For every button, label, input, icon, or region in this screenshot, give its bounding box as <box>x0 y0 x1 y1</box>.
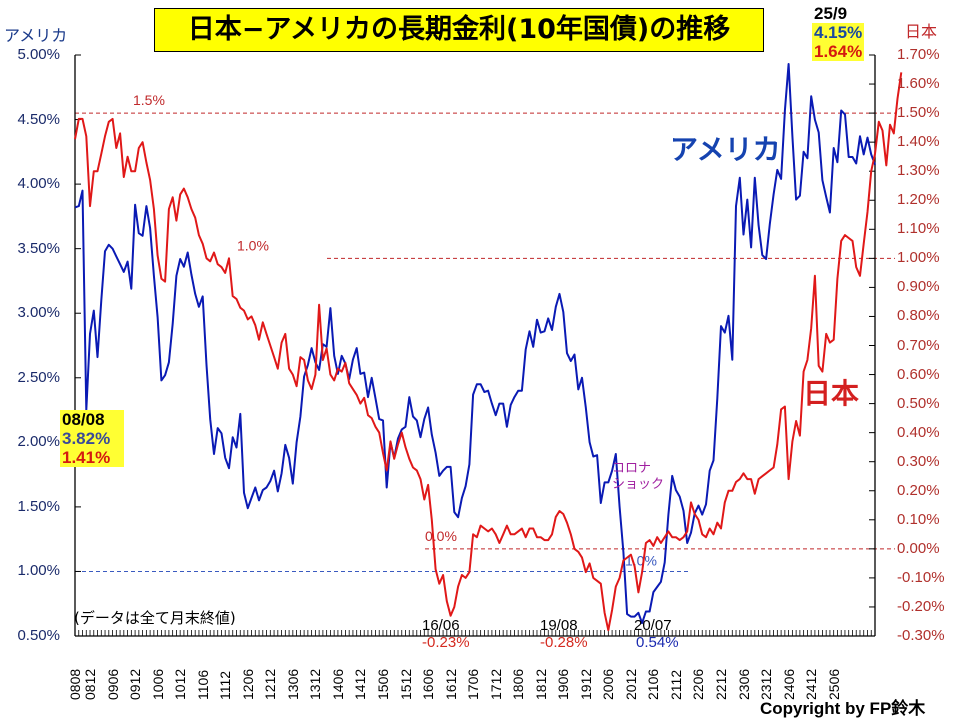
right-tick-label: 1.00% <box>897 249 940 267</box>
series-label-us: アメリカ <box>670 133 781 166</box>
right-tick-label: 0.00% <box>897 539 940 557</box>
right-tick-label: 0.90% <box>897 278 940 296</box>
left-tick-label: 4.50% <box>17 110 60 128</box>
annotation-1606-date: 16/06 <box>422 617 460 634</box>
left-tick-label: 3.50% <box>17 239 60 257</box>
left-tick-label: 1.00% <box>17 562 60 580</box>
x-tick-label: 1512 <box>397 668 414 700</box>
reference-line-label: 1.5% <box>133 92 165 108</box>
right-tick-label: 0.80% <box>897 307 940 325</box>
data-note: (データは全て月末終値) <box>74 609 236 627</box>
right-tick-label: 0.50% <box>897 394 940 412</box>
start-annotation: 08/08 3.82% 1.41% <box>60 410 124 467</box>
reference-line-label: 1.0% <box>237 237 269 253</box>
us-yield-line <box>74 63 876 625</box>
x-tick-label: 2006 <box>600 668 617 700</box>
x-tick-label: 0812 <box>82 668 99 700</box>
left-tick-label: 4.00% <box>17 175 60 193</box>
x-tick-label: 1012 <box>172 668 189 700</box>
series-label-jp: 日本 <box>803 377 860 410</box>
x-tick-label: 2506 <box>825 668 842 700</box>
x-tick-label: 2212 <box>713 668 729 700</box>
right-tick-label: 1.30% <box>897 162 940 180</box>
copyright: Copyright by FP鈴木 <box>760 699 926 718</box>
left-tick-label: 2.00% <box>17 433 60 451</box>
annotation-2007-value: 0.54% <box>636 634 679 651</box>
right-tick-label: 1.40% <box>897 133 940 151</box>
left-tick-label: 1.50% <box>17 497 60 515</box>
annotation-1606-value: -0.23% <box>422 634 470 651</box>
right-tick-label: 1.10% <box>897 220 940 238</box>
x-tick-label: 1006 <box>149 668 166 700</box>
start-us-value: 3.82% <box>62 429 111 448</box>
end-date: 25/9 <box>814 4 848 23</box>
jp-yield-line <box>74 72 903 632</box>
annotation-1908-date: 19/08 <box>540 617 578 634</box>
end-annotation: 25/9 4.15% 1.64% <box>812 4 865 61</box>
x-tick-label: 2206 <box>690 668 707 700</box>
reference-line-label: 0.0% <box>425 528 457 544</box>
x-tick-label: 2412 <box>803 668 820 700</box>
right-tick-label: 1.20% <box>897 191 940 209</box>
x-tick-label: 0808 <box>67 668 83 700</box>
right-tick-label: 1.50% <box>897 104 940 122</box>
x-tick-label: 0912 <box>127 668 144 700</box>
left-axis-title: アメリカ <box>4 26 68 45</box>
left-tick-label: 5.00% <box>17 46 60 63</box>
x-tick-label: 1806 <box>510 668 527 700</box>
left-tick-label: 0.50% <box>17 627 60 644</box>
right-tick-label: 0.30% <box>897 452 940 470</box>
right-tick-label: 0.10% <box>897 510 940 528</box>
end-us-value: 4.15% <box>812 23 865 42</box>
x-tick-label: 1312 <box>307 668 324 700</box>
x-tick-label: 1306 <box>284 668 301 700</box>
right-tick-label: 0.40% <box>897 423 940 441</box>
left-tick-label: 2.50% <box>17 368 60 386</box>
x-tick-label: 2312 <box>758 668 775 700</box>
right-tick-label: 0.20% <box>897 481 940 499</box>
annotation-1908-value: -0.28% <box>540 634 588 651</box>
x-tick-label: 1412 <box>352 668 369 700</box>
left-tick-label: 3.00% <box>17 304 60 322</box>
chart-title: 日本−アメリカの長期金利(10年国債)の推移 <box>154 8 764 52</box>
right-tick-label: -0.20% <box>897 597 945 615</box>
start-date: 08/08 <box>62 410 105 429</box>
x-tick-label: 1712 <box>487 668 504 700</box>
x-tick-label: 2306 <box>735 668 752 700</box>
right-tick-label: 0.70% <box>897 336 940 354</box>
x-tick-label: 1212 <box>262 668 279 700</box>
start-jp-value: 1.41% <box>62 448 111 467</box>
right-tick-label: 1.70% <box>897 46 940 63</box>
x-tick-label: 1206 <box>239 668 256 700</box>
right-tick-label: 0.60% <box>897 365 940 383</box>
right-tick-label: -0.10% <box>897 568 945 586</box>
x-tick-label: 1506 <box>374 668 391 700</box>
corona-shock-annotation: コロナ ショック <box>612 460 665 491</box>
right-tick-label: 1.60% <box>897 75 940 93</box>
x-tick-label: 1406 <box>329 668 346 700</box>
end-jp-value: 1.64% <box>812 42 865 61</box>
x-tick-label: 2406 <box>780 668 797 700</box>
x-tick-label: 1112 <box>217 670 234 700</box>
annotation-2007-date: 20/07 <box>634 617 672 634</box>
right-axis-title: 日本 <box>905 22 938 41</box>
x-tick-label: 0906 <box>104 668 121 700</box>
right-tick-label: -0.30% <box>897 627 945 644</box>
x-tick-label: 1106 <box>194 669 211 700</box>
